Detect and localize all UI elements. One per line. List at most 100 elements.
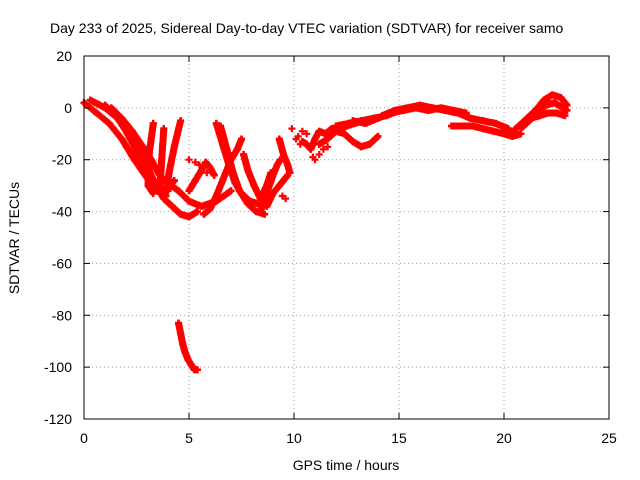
data-point <box>160 192 168 200</box>
data-point <box>275 182 283 190</box>
data-point <box>175 319 182 327</box>
data-point <box>544 109 552 117</box>
series-trace-14 <box>263 171 292 210</box>
series-trace-7 <box>163 117 185 195</box>
data-point <box>200 210 208 218</box>
series-trace-25 <box>527 109 569 122</box>
data-point <box>86 96 94 104</box>
data-point <box>235 187 243 195</box>
data-point <box>273 161 281 169</box>
data-point <box>517 125 525 133</box>
series-trace-15 <box>275 135 294 177</box>
series-trace-6 <box>156 125 168 200</box>
data-point <box>504 125 512 133</box>
data-point <box>340 130 348 138</box>
data-point <box>144 166 152 174</box>
data-point <box>185 197 193 205</box>
scatter-point <box>303 130 311 138</box>
data-point <box>250 182 258 190</box>
data-point <box>550 99 558 107</box>
data-point <box>159 140 167 148</box>
scatter-point <box>198 166 206 174</box>
data-point <box>469 122 476 130</box>
y-tick-label: -20 <box>52 152 72 168</box>
data-point <box>548 91 556 99</box>
data-point <box>219 177 227 184</box>
data-point <box>269 189 277 197</box>
data-point <box>441 106 449 114</box>
grid-lines <box>84 56 609 419</box>
data-point <box>324 135 332 143</box>
data-point <box>244 200 252 208</box>
scatter-point <box>296 140 304 148</box>
data-point <box>240 151 248 158</box>
data-point <box>157 171 165 179</box>
data-point <box>175 187 182 195</box>
series-trace-11 <box>217 122 269 218</box>
data-point <box>198 202 206 210</box>
data-point <box>374 114 382 122</box>
data-point <box>149 119 157 127</box>
scatter-point <box>191 158 199 166</box>
data-point <box>506 130 514 138</box>
data-point <box>561 112 569 120</box>
data-point <box>374 132 382 140</box>
scatter-group <box>278 125 332 203</box>
data-point <box>206 164 214 171</box>
y-tick-label: -120 <box>44 411 72 427</box>
data-point <box>139 143 147 151</box>
scatter-point <box>282 195 290 203</box>
scatter-point <box>311 156 319 164</box>
data-point <box>144 182 152 190</box>
data-point <box>563 106 571 114</box>
y-tick-label: -40 <box>52 204 72 220</box>
data-point <box>263 202 271 210</box>
scatter-point <box>203 169 211 177</box>
scatter-point <box>315 151 323 158</box>
data-point <box>145 151 153 158</box>
data-point <box>187 361 195 369</box>
data-point <box>322 130 329 138</box>
y-tick-label: 20 <box>56 48 72 64</box>
data-point <box>101 101 109 109</box>
series-trace-13 <box>256 156 284 216</box>
data-point <box>193 208 201 216</box>
x-tick-label: 0 <box>80 430 88 446</box>
data-point <box>315 140 323 148</box>
data-point <box>128 127 136 135</box>
plot-border <box>83 55 610 420</box>
data-point <box>212 119 220 127</box>
data-point <box>416 101 424 109</box>
series-trace-16 <box>175 319 201 374</box>
data-point <box>559 104 567 112</box>
data-point <box>275 135 283 143</box>
y-tick-label: 0 <box>64 100 72 116</box>
x-tick-label: 5 <box>185 430 193 446</box>
data-point <box>286 169 294 177</box>
data-point <box>156 184 164 192</box>
x-tick-label: 10 <box>286 430 302 446</box>
data-point <box>490 127 497 135</box>
data-point <box>261 210 269 218</box>
data-point <box>160 125 168 133</box>
data-point <box>181 348 189 356</box>
y-tick-label: -80 <box>52 307 72 323</box>
data-point <box>269 171 277 179</box>
data-point <box>185 187 193 195</box>
data-point <box>542 101 550 109</box>
series-trace-12 <box>240 151 275 203</box>
y-axis-label: SDTVAR / TECUs <box>6 182 22 294</box>
scatter-point <box>319 145 327 153</box>
data-point <box>307 145 315 153</box>
data-point <box>315 127 323 135</box>
data-point <box>118 135 126 143</box>
x-tick-label: 15 <box>391 430 407 446</box>
data-point <box>403 104 411 112</box>
data-point <box>177 329 185 337</box>
data-point <box>229 169 237 177</box>
series-trace-5 <box>144 119 157 197</box>
series-trace-21 <box>378 101 512 133</box>
data-point <box>479 117 487 125</box>
data-point <box>149 189 157 197</box>
